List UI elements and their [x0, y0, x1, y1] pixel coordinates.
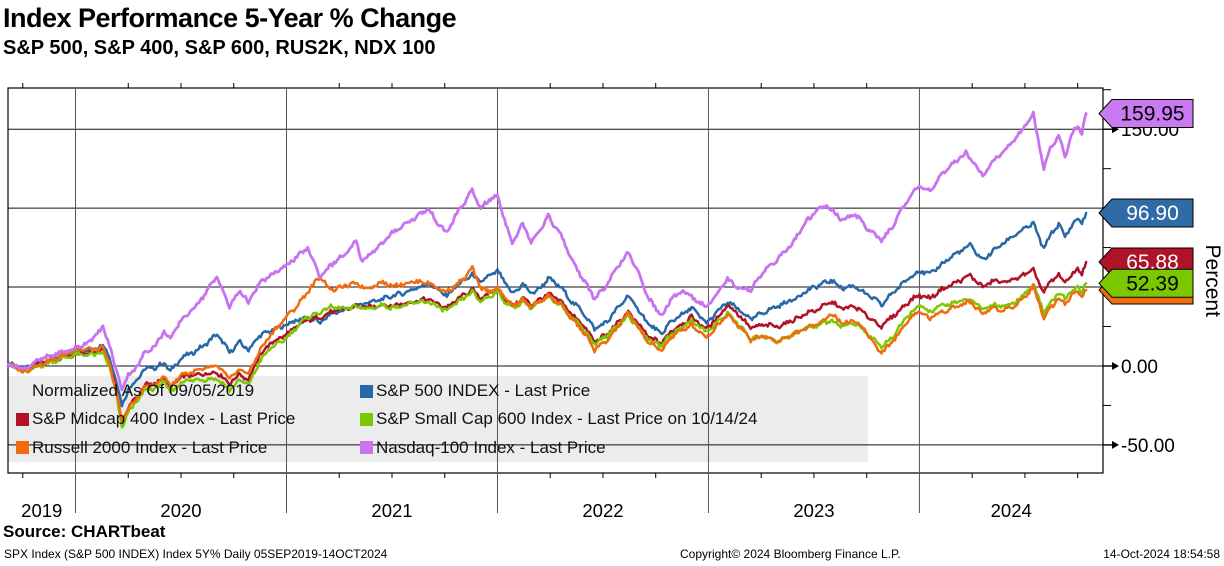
y-axis-label: -50.00	[1121, 436, 1175, 457]
chart-title: Index Performance 5-Year % Change	[3, 3, 457, 33]
legend-item-nasdaq100: Nasdaq-100 Index - Last Price	[352, 438, 868, 458]
x-axis-year-label: 2019	[21, 500, 62, 521]
value-tag-label: 159.95	[1120, 102, 1184, 125]
plot-area: 150.00100.0050.000.00-50.002019202020212…	[6, 83, 1224, 521]
legend-label: Nasdaq-100 Index - Last Price	[376, 437, 606, 457]
y-axis-title: Percent	[1201, 245, 1224, 318]
value-tag-label: 65.88	[1126, 251, 1179, 274]
footer-copyright: Copyright© 2024 Bloomberg Finance L.P.	[680, 547, 901, 561]
series-line-nasdaq100	[6, 110, 1088, 392]
value-tag-sp500: 96.90	[1098, 198, 1194, 228]
x-axis-year-label: 2020	[160, 500, 201, 521]
x-axis-year-label: 2023	[793, 500, 834, 521]
legend-swatch-russell2000	[16, 441, 29, 455]
legend: Normalized As Of 09/05/2019 S&P 500 INDE…	[8, 377, 868, 462]
series-line-sp500	[6, 211, 1088, 408]
value-tag-nasdaq100: 159.95	[1098, 98, 1194, 128]
legend-item-sp500: S&P 500 INDEX - Last Price	[352, 381, 868, 401]
quarter-ticks	[22, 83, 1079, 478]
series-lines	[6, 110, 1088, 429]
y-tick-arrow-icon	[1112, 440, 1119, 449]
legend-swatch-midcap400	[16, 412, 29, 426]
legend-label: S&P 500 INDEX - Last Price	[376, 381, 591, 401]
legend-item-smallcap600: S&P Small Cap 600 Index - Last Price on …	[352, 409, 868, 429]
footer-security-info: SPX Index (S&P 500 INDEX) Index 5Y% Dail…	[4, 547, 388, 561]
footer-bar: SPX Index (S&P 500 INDEX) Index 5Y% Dail…	[0, 547, 1224, 563]
legend-label: S&P Midcap 400 Index - Last Price	[32, 409, 296, 429]
source-label: Source: CHARTbeat	[3, 522, 166, 541]
legend-label: Normalized As Of 09/05/2019	[32, 381, 255, 401]
legend-item-russell2000: Russell 2000 Index - Last Price	[8, 438, 352, 458]
y-tick-arrow-icon	[1112, 361, 1119, 370]
x-axis-year-label: 2022	[582, 500, 623, 521]
value-tag-label: 96.90	[1126, 202, 1179, 225]
x-axis-year-label: 2021	[371, 500, 412, 521]
series-line-russell2000	[6, 264, 1088, 422]
value-tag-label: 52.39	[1126, 272, 1179, 295]
gridlines	[8, 128, 1103, 446]
legend-swatch-sp500	[360, 384, 373, 398]
footer-timestamp: 14-Oct-2024 18:54:58	[1103, 547, 1220, 561]
legend-item-normalized-note: Normalized As Of 09/05/2019	[8, 381, 352, 401]
legend-item-midcap400: S&P Midcap 400 Index - Last Price	[8, 409, 352, 429]
y-axis-label: 0.00	[1121, 357, 1158, 378]
legend-swatch-smallcap600	[360, 412, 373, 426]
legend-swatch-nasdaq100	[360, 441, 373, 455]
year-separators	[75, 88, 920, 513]
x-axis-year-label: 2024	[991, 500, 1032, 521]
x-axis-labels: 2019 2020 2021 2022 2023 2024	[21, 500, 1032, 521]
legend-label: S&P Small Cap 600 Index - Last Price on …	[376, 409, 758, 429]
chart-subtitle: S&P 500, S&P 400, S&P 600, RUS2K, NDX 10…	[3, 37, 436, 59]
legend-label: Russell 2000 Index - Last Price	[32, 437, 268, 457]
value-tag-smallcap600: 52.39	[1098, 268, 1194, 298]
